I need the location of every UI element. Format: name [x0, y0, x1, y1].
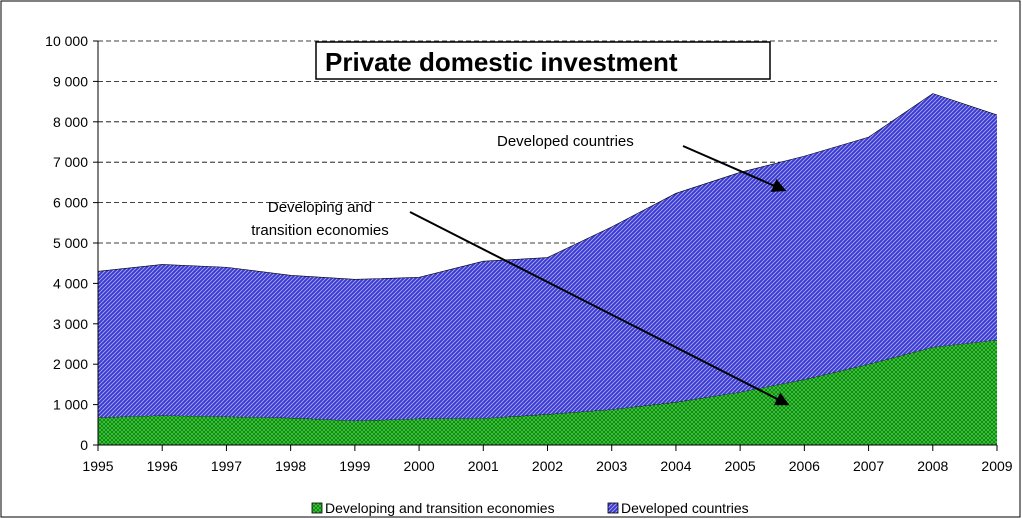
- x-tick-label: 1999: [339, 458, 370, 474]
- annotation-developing: Developing and transition economies: [251, 199, 389, 239]
- x-tick-label: 2007: [853, 458, 884, 474]
- x-tick-label: 1996: [147, 458, 178, 474]
- x-tick-label: 2004: [660, 458, 691, 474]
- area-developed: [98, 93, 997, 421]
- x-tick-label: 2009: [981, 458, 1012, 474]
- legend-swatch: [607, 502, 619, 514]
- annotations: Developed countries Developing and transit…: [251, 133, 790, 406]
- annotation-developed: Developed countries: [497, 133, 634, 150]
- y-tick-label: 10 000: [45, 33, 88, 49]
- y-tick-label: 8 000: [53, 114, 88, 130]
- x-tick-label: 1995: [82, 458, 113, 474]
- area-developed-edge: [97, 93, 998, 280]
- plot-areas: [97, 93, 998, 445]
- annotation-developed-arrow: [682, 145, 787, 192]
- y-tick-label: 5 000: [53, 235, 88, 251]
- chart-title-box: Private domestic investment: [315, 41, 771, 80]
- chart-title: Private domestic investment: [325, 47, 678, 77]
- legend-label: Developing and transition economies: [325, 500, 555, 516]
- x-tick-label: 2003: [596, 458, 627, 474]
- y-tick-label: 1 000: [53, 397, 88, 413]
- legend-label: Developed countries: [621, 500, 749, 516]
- x-tick-label: 2001: [468, 458, 499, 474]
- y-tick-label: 6 000: [53, 195, 88, 211]
- x-tick-label: 1998: [275, 458, 306, 474]
- axes: 0 1 000 2 000 3 000 4 000 5 000 6 000 7 000 8 00…: [45, 33, 1013, 474]
- legend: Developing and transition economies Devel…: [311, 500, 749, 516]
- y-tick-label: 2 000: [53, 356, 88, 372]
- x-tick-label: 2000: [403, 458, 434, 474]
- y-tick-label: 4 000: [53, 275, 88, 291]
- x-tick-label: 1997: [211, 458, 242, 474]
- x-tick-label: 2008: [917, 458, 948, 474]
- x-tick-label: 2006: [789, 458, 820, 474]
- y-tick-label: 9 000: [53, 73, 88, 89]
- x-tick-label: 2002: [532, 458, 563, 474]
- area-developing: [98, 339, 997, 445]
- annotation-developing-arrow: [409, 211, 790, 406]
- y-tick-label: 3 000: [53, 316, 88, 332]
- y-tick-label: 7 000: [53, 154, 88, 170]
- y-tick-label: 0: [80, 437, 88, 453]
- x-tick-label: 2005: [725, 458, 756, 474]
- legend-swatch: [311, 502, 323, 514]
